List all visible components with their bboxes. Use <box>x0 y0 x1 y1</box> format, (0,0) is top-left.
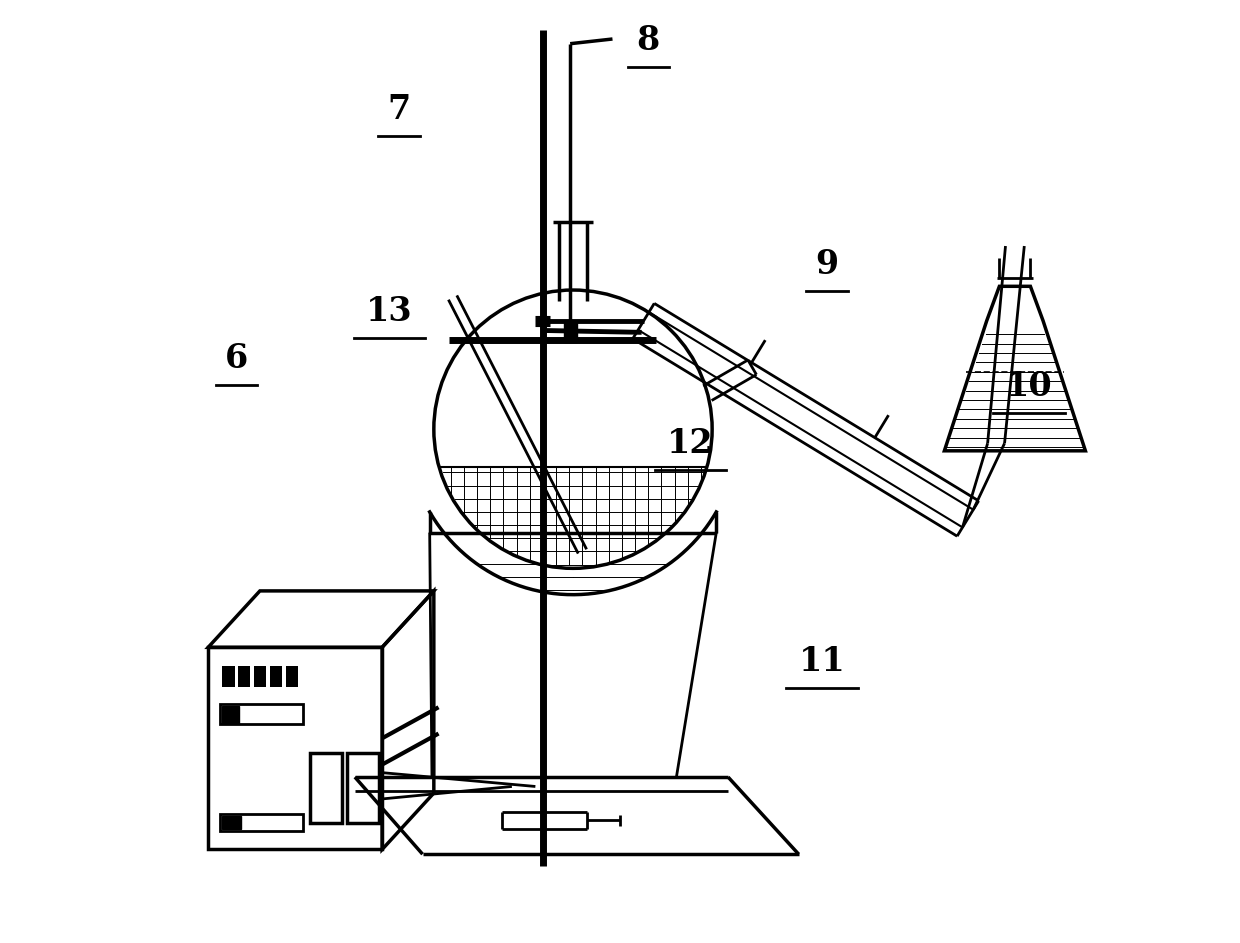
Text: 11: 11 <box>799 645 846 678</box>
FancyBboxPatch shape <box>286 666 299 687</box>
Text: 7: 7 <box>387 93 410 126</box>
Text: 10: 10 <box>1006 371 1053 404</box>
Text: 13: 13 <box>366 295 413 328</box>
Text: 12: 12 <box>667 427 714 460</box>
FancyBboxPatch shape <box>270 666 283 687</box>
Bar <box>222 816 241 829</box>
Text: 8: 8 <box>636 25 660 58</box>
FancyBboxPatch shape <box>238 666 250 687</box>
Bar <box>208 647 382 850</box>
Bar <box>221 703 303 724</box>
Bar <box>564 323 577 341</box>
Bar <box>310 753 342 823</box>
Bar <box>221 814 303 831</box>
Bar <box>347 753 379 823</box>
Text: 9: 9 <box>815 248 838 281</box>
FancyBboxPatch shape <box>254 666 267 687</box>
FancyBboxPatch shape <box>222 666 234 687</box>
Text: 6: 6 <box>224 342 248 375</box>
Bar <box>222 705 239 722</box>
